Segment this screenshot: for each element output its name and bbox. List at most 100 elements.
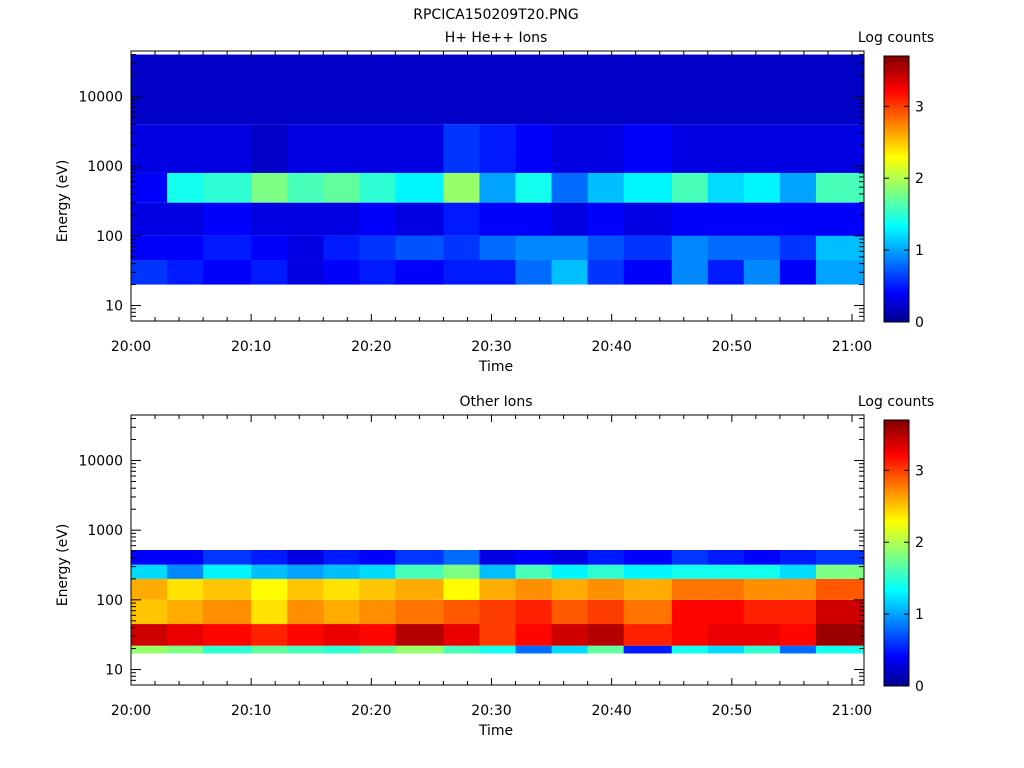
heatmap-cell [779, 549, 817, 565]
heatmap-cell [203, 54, 252, 125]
heatmap-cell [515, 124, 553, 173]
heatmap-cell [587, 549, 625, 565]
heatmap-cell [815, 578, 865, 600]
heatmap-cell [251, 599, 288, 625]
heatmap-cell [395, 645, 444, 654]
heatmap-cell [623, 578, 673, 600]
heatmap-cell [779, 578, 817, 600]
heatmap-cell [203, 564, 252, 579]
heatmap-cell [395, 564, 444, 579]
heatmap-cell [203, 172, 252, 203]
heatmap-cell [743, 564, 781, 579]
heatmap-cell [779, 645, 817, 654]
heatmap-cell [167, 599, 204, 625]
heatmap-cell [251, 645, 288, 654]
heatmap-cell [287, 624, 324, 646]
heatmap-cell [743, 260, 781, 285]
heatmap-cell [251, 564, 288, 579]
heatmap-cell [671, 202, 709, 236]
heatmap-cell [443, 202, 480, 236]
heatmap-cell [443, 260, 480, 285]
heatmap-cell [743, 599, 781, 625]
heatmap-cell [131, 202, 168, 236]
heatmap-cell [251, 578, 288, 600]
heatmap-cell [515, 624, 553, 646]
heatmap-cell [779, 202, 817, 236]
heatmap-cell [167, 260, 204, 285]
heatmap-cell [815, 202, 865, 236]
heatmap-cell [203, 260, 252, 285]
heatmap-cell [323, 624, 360, 646]
colorbar-tick-label: 1 [915, 607, 924, 623]
heatmap-cell [551, 260, 589, 285]
heatmap-cell [671, 235, 709, 261]
heatmap-cell [779, 124, 817, 173]
heatmap-cell [395, 172, 444, 203]
panel2-colorbar-label: Log counts [858, 394, 934, 410]
x-tick-label: 20:30 [471, 339, 511, 355]
heatmap-cell [395, 235, 444, 261]
heatmap-cell [671, 645, 709, 654]
figure-title: RPCICA150209T20.PNG [413, 7, 578, 23]
heatmap-cell [359, 549, 396, 565]
heatmap-cell [203, 578, 252, 600]
panel1-axes: 20:00 20:10 20:20 20:30 20:40 20:50 21:00 10 100… [78, 51, 872, 355]
heatmap-cell [323, 549, 360, 565]
heatmap-cell [779, 599, 817, 625]
heatmap-cell [815, 172, 865, 203]
heatmap-cell [251, 235, 288, 261]
heatmap-cell [779, 624, 817, 646]
heatmap-cell [707, 578, 745, 600]
heatmap-cell [479, 564, 517, 579]
x-tick-label: 20:00 [111, 703, 151, 719]
heatmap-cell [359, 202, 396, 236]
panel1-heatmap [131, 54, 865, 285]
heatmap-cell [551, 624, 589, 646]
panel2-title: Other Ions [459, 394, 532, 410]
heatmap-cell [551, 549, 589, 565]
heatmap-cell [443, 235, 480, 261]
heatmap-cell [323, 172, 360, 203]
x-tick-label: 21:00 [832, 703, 872, 719]
heatmap-cell [551, 124, 589, 173]
heatmap-cell [131, 624, 168, 646]
heatmap-cell [251, 172, 288, 203]
heatmap-cell [623, 549, 673, 565]
heatmap-cell [623, 624, 673, 646]
heatmap-cell [323, 260, 360, 285]
heatmap-cell [779, 564, 817, 579]
heatmap-cell [623, 54, 673, 125]
heatmap-cell [707, 564, 745, 579]
heatmap-cell [671, 578, 709, 600]
heatmap-cell [359, 124, 396, 173]
heatmap-cell [623, 599, 673, 625]
heatmap-cell [131, 578, 168, 600]
colorbar-tick-label: 0 [915, 315, 924, 331]
panel1-colorbar [883, 55, 910, 323]
heatmap-cell [167, 564, 204, 579]
heatmap-cell [443, 172, 480, 203]
heatmap-cell [443, 578, 480, 600]
heatmap-cell [707, 599, 745, 625]
heatmap-cell [287, 202, 324, 236]
x-tick-label: 20:10 [231, 703, 271, 719]
heatmap-cell [287, 599, 324, 625]
heatmap-cell [515, 54, 553, 125]
heatmap-cell [743, 645, 781, 654]
heatmap-cell [515, 549, 553, 565]
heatmap-cell [623, 172, 673, 203]
panel1-plot-frame [130, 50, 865, 322]
heatmap-cell [587, 54, 625, 125]
heatmap-cell [359, 645, 396, 654]
heatmap-cell [443, 599, 480, 625]
x-tick-label: 20:10 [231, 339, 271, 355]
heatmap-cell [443, 549, 480, 565]
heatmap-cell [287, 260, 324, 285]
heatmap-cell [587, 599, 625, 625]
heatmap-cell [443, 54, 480, 125]
heatmap-cell [251, 624, 288, 646]
heatmap-cell [323, 599, 360, 625]
heatmap-cell [203, 235, 252, 261]
y-tick-label: 100 [96, 593, 123, 609]
